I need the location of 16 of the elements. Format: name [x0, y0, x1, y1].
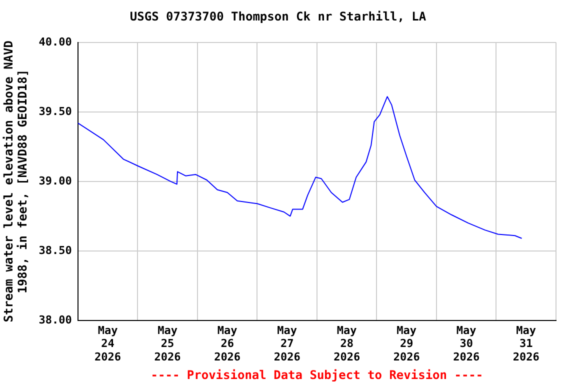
- y-tick-label: 38.00: [38, 313, 72, 326]
- x-tick-label: May 26 2026: [214, 324, 241, 364]
- chart-title: USGS 07373700 Thompson Ck nr Starhill, LA: [130, 9, 427, 24]
- x-tick-label: May 30 2026: [453, 324, 480, 364]
- x-tick-label: May 29 2026: [393, 324, 420, 364]
- x-tick-label: May 28 2026: [334, 324, 360, 364]
- y-axis-title: Stream water level elevation above NAVD 1988, in feet, [NAVD88 GEOID18]: [1, 40, 30, 322]
- y-tick-label: 40.00: [38, 35, 72, 48]
- x-tick-label: May 31 2026: [512, 324, 540, 364]
- y-tick-label: 39.50: [38, 104, 72, 118]
- y-tick-label: 39.00: [38, 174, 72, 188]
- text: ---- Provisional Data Subject to Revision ----: [150, 368, 484, 382]
- x-tick-label: May 25 2026: [154, 324, 182, 364]
- x-tick-label: May 24 2026: [94, 324, 122, 364]
- x-tick-label: May 27 2026: [274, 324, 301, 364]
- y-tick-label: 38.50: [38, 244, 72, 257]
